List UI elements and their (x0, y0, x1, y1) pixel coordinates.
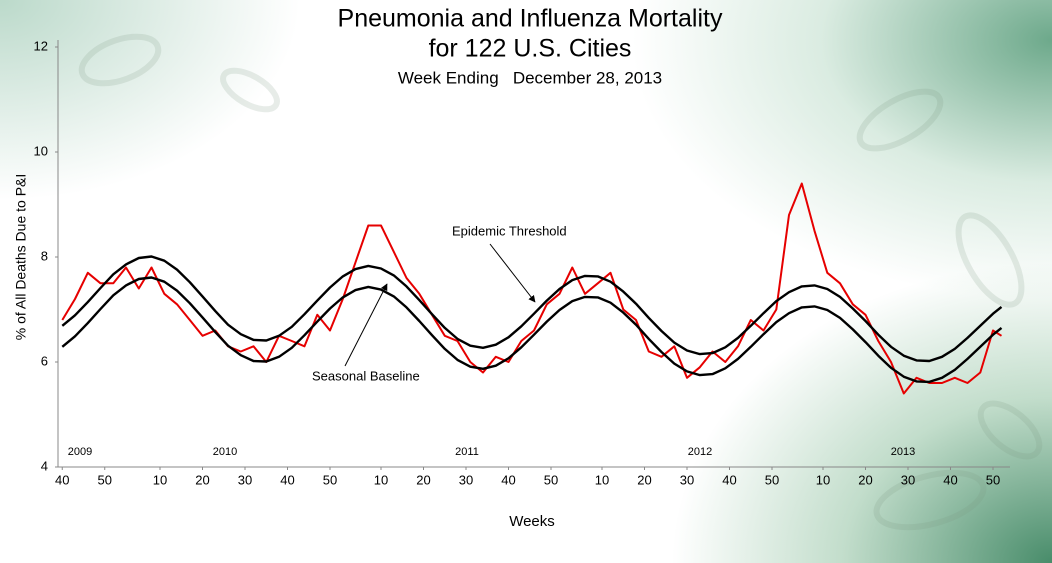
x-axis-label: Weeks (509, 513, 555, 530)
x-tick-label: 30 (901, 472, 915, 487)
y-tick-label: 10 (34, 143, 48, 158)
annotation-arrow (490, 244, 535, 302)
x-tick-label: 40 (501, 472, 515, 487)
x-tick-label: 10 (595, 472, 609, 487)
x-tick-label: 50 (544, 472, 558, 487)
x-tick-label: 30 (680, 472, 694, 487)
data-line (62, 184, 1001, 394)
y-tick-label: 6 (41, 353, 48, 368)
year-label: 2010 (213, 446, 237, 458)
x-tick-label: 40 (722, 472, 736, 487)
y-tick-label: 4 (41, 458, 48, 473)
x-tick-label: 40 (280, 472, 294, 487)
y-axis-label: % of All Deaths Due to P&I (13, 174, 29, 341)
x-tick-label: 10 (153, 472, 167, 487)
y-tick-label: 12 (34, 38, 48, 53)
page: Pneumonia and Influenza Mortality for 12… (0, 0, 1052, 563)
reference-line (62, 257, 1001, 362)
year-label: 2011 (455, 446, 479, 458)
x-tick-label: 20 (858, 472, 872, 487)
year-label: 2012 (688, 446, 712, 458)
chart: Pneumonia and Influenza Mortality for 12… (0, 0, 1052, 563)
x-tick-label: 20 (195, 472, 209, 487)
x-tick-label: 20 (637, 472, 651, 487)
chart-subtitle: Week Ending December 28, 2013 (398, 68, 662, 87)
annotation: Seasonal Baseline (312, 368, 420, 383)
reference-line (62, 278, 1001, 382)
chart-title: for 122 U.S. Cities (429, 35, 632, 63)
y-tick-label: 8 (41, 248, 48, 263)
x-tick-label: 40 (55, 472, 69, 487)
x-tick-label: 30 (459, 472, 473, 487)
x-tick-label: 50 (765, 472, 779, 487)
annotation: Epidemic Threshold (452, 223, 567, 238)
x-tick-label: 50 (323, 472, 337, 487)
x-tick-label: 30 (238, 472, 252, 487)
x-tick-label: 50 (98, 472, 112, 487)
x-tick-label: 10 (374, 472, 388, 487)
x-tick-label: 40 (943, 472, 957, 487)
year-label: 2009 (68, 446, 92, 458)
chart-title: Pneumonia and Influenza Mortality (338, 5, 723, 33)
x-tick-label: 10 (816, 472, 830, 487)
x-tick-label: 20 (416, 472, 430, 487)
background-virus (76, 28, 1049, 538)
x-tick-label: 50 (986, 472, 1000, 487)
annotation-arrow (345, 284, 387, 366)
year-label: 2013 (891, 446, 915, 458)
